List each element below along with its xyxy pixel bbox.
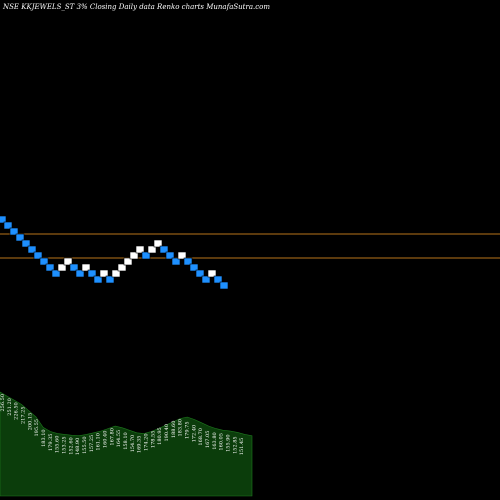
renko-brick-down xyxy=(45,263,55,272)
renko-brick-up xyxy=(111,269,121,278)
renko-brick-down xyxy=(141,251,151,260)
volume-label: 179.75 xyxy=(185,422,191,440)
volume-label: 178.55 xyxy=(150,431,156,449)
renko-brick-down xyxy=(219,281,229,290)
volume-label: 256.50 xyxy=(0,394,6,412)
renko-brick-down xyxy=(93,275,103,284)
renko-brick-up xyxy=(177,251,187,260)
volume-label: 180.95 xyxy=(157,427,163,445)
renko-brick-down xyxy=(87,269,97,278)
volume-label: 155.50 xyxy=(82,436,88,454)
renko-brick-up xyxy=(63,257,73,266)
volume-panel: 256.50 251.20 226.50 217.25 200.15 195.55183.… xyxy=(0,391,253,497)
volume-label: 163.80 xyxy=(212,432,218,450)
volume-label: 217.25 xyxy=(21,407,27,425)
volume-label: 188.60 xyxy=(171,421,177,439)
renko-brick-down xyxy=(105,275,115,284)
volume-label: 167.80 xyxy=(109,428,115,446)
renko-brick-down xyxy=(159,245,169,254)
renko-brick-down xyxy=(3,221,13,230)
volume-label: 151.45 xyxy=(239,438,245,456)
renko-brick-down xyxy=(33,251,43,260)
volume-label: 174.20 xyxy=(144,434,150,452)
renko-brick-down xyxy=(75,269,85,278)
volume-label: 167.05 xyxy=(205,431,211,449)
volume-label: 179.35 xyxy=(48,434,54,452)
volume-area xyxy=(0,391,253,497)
renko-brick-up xyxy=(81,263,91,272)
volume-label: 226.50 xyxy=(14,402,20,420)
level-lines xyxy=(0,233,500,259)
volume-label: 195.55 xyxy=(34,419,40,437)
volume-label: 160.05 xyxy=(219,433,225,451)
renko-brick-down xyxy=(21,239,31,248)
renko-brick-up xyxy=(123,257,133,266)
renko-brick-down xyxy=(27,245,37,254)
renko-brick-up xyxy=(99,269,109,278)
renko-brick-down xyxy=(189,263,199,272)
volume-label: 153.25 xyxy=(62,436,68,454)
volume-label: 251.20 xyxy=(7,398,13,416)
chart-title: NSE KKJEWELS_ST 3% Closing Daily data Re… xyxy=(2,3,270,11)
renko-brick-up xyxy=(129,251,139,260)
volume-label: 155.60 xyxy=(55,436,61,454)
renko-brick-down xyxy=(195,269,205,278)
volume-label: 172.40 xyxy=(191,425,197,443)
volume-label: 183.80 xyxy=(178,419,184,437)
volume-label: 152.60 xyxy=(68,437,74,455)
renko-brick-up xyxy=(153,239,163,248)
renko-brick-down xyxy=(51,269,61,278)
volume-label: 190.40 xyxy=(164,424,170,442)
volume-label: 152.85 xyxy=(232,436,238,454)
volume-label: 168.70 xyxy=(198,428,204,446)
volume-label: 164.55 xyxy=(116,430,122,448)
renko-brick-down xyxy=(15,233,25,242)
renko-brick-down xyxy=(165,251,175,260)
renko-brick-down xyxy=(183,257,193,266)
volume-label: 200.15 xyxy=(27,413,33,431)
volume-label: 157.25 xyxy=(89,435,95,453)
renko-brick-down xyxy=(9,227,19,236)
renko-brick-up xyxy=(135,245,145,254)
volume-label: 169.35 xyxy=(137,436,143,454)
volume-label: 158.10 xyxy=(123,432,129,450)
renko-brick-down xyxy=(0,215,7,224)
volume-label: 161.10 xyxy=(96,433,102,451)
renko-brick-up xyxy=(57,263,67,272)
renko-brick-down xyxy=(39,257,49,266)
renko-brick-down xyxy=(69,263,79,272)
renko-brick-down xyxy=(171,257,181,266)
renko-brick-down xyxy=(201,275,211,284)
renko-brick-up xyxy=(207,269,217,278)
volume-label: 160.40 xyxy=(103,431,109,449)
renko-brick-up xyxy=(117,263,127,272)
renko-bricks xyxy=(0,215,229,290)
volume-label: 183.10 xyxy=(41,429,47,447)
volume-label: 155.90 xyxy=(226,434,232,452)
renko-brick-up xyxy=(147,245,157,254)
renko-brick-down xyxy=(213,275,223,284)
volume-label: 148.90 xyxy=(75,438,81,456)
volume-label: 154.70 xyxy=(130,435,136,453)
